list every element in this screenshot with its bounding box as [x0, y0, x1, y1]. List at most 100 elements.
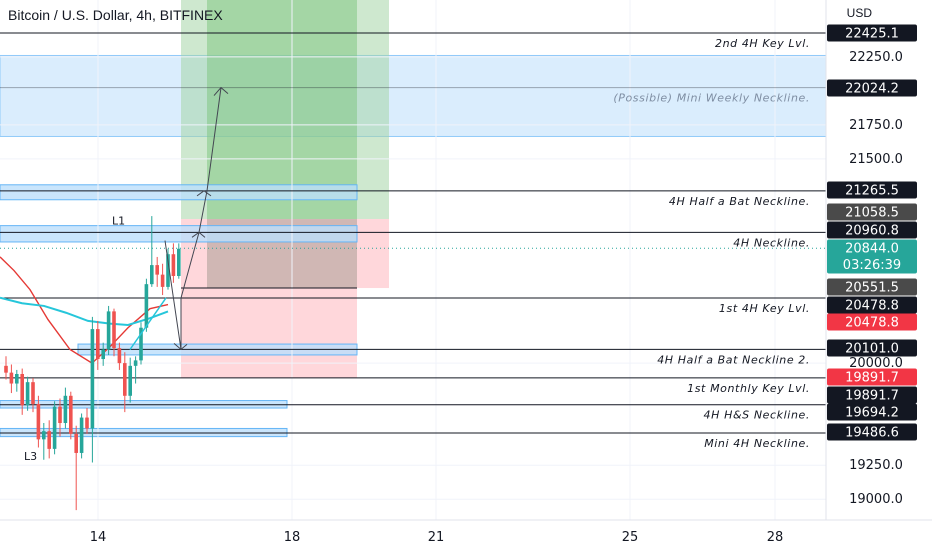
price-tag — [827, 221, 917, 239]
candle-body — [101, 349, 105, 360]
price-tick-label: 19250.0 — [849, 458, 903, 473]
candle-body — [9, 372, 14, 384]
price-tag-label: 20844.0 — [845, 242, 899, 257]
price-tag-label: 19694.2 — [845, 406, 899, 421]
time-tick-label: 28 — [767, 530, 784, 545]
weekly-neckline-zone — [0, 54, 827, 137]
candle-body — [123, 363, 127, 396]
price-tag — [827, 368, 917, 386]
candle-body — [74, 433, 78, 453]
key-level-label: 2nd 4H Key Lvl. — [715, 37, 810, 50]
price-tick-label: 19000.0 — [849, 492, 903, 507]
price-tag — [827, 339, 917, 357]
candle-body — [47, 431, 51, 449]
price-tag — [827, 181, 917, 199]
key-level-label: Mini 4H Neckline. — [704, 437, 810, 450]
half-bat-zone — [0, 184, 358, 201]
price-tag — [827, 423, 917, 441]
price-tick-label: 21750.0 — [849, 118, 903, 133]
neckline-zone — [0, 225, 358, 243]
ema-slow-line — [0, 296, 169, 327]
price-tag-label: 22024.2 — [845, 82, 899, 97]
candle-body — [31, 382, 35, 404]
arrow-head-icon — [213, 86, 229, 96]
countdown-label: 03:26:39 — [843, 258, 901, 273]
price-tag — [827, 24, 917, 42]
price-tick-label: 20000.0 — [849, 356, 903, 371]
long-target-zone-inner — [207, 0, 357, 220]
candle-body — [58, 406, 62, 424]
candle-body — [20, 374, 24, 406]
candle-body — [117, 348, 122, 364]
candle-body — [139, 327, 143, 361]
arrow-head-icon — [173, 342, 188, 351]
price-tag — [827, 313, 917, 331]
price-tag-label: 19891.7 — [845, 371, 899, 386]
trend-line — [129, 297, 167, 350]
currency-label: USD — [846, 6, 872, 20]
ema-fast-line — [0, 256, 169, 364]
candle-body — [155, 265, 159, 275]
time-axis[interactable]: 14 18 21 25 28 — [0, 519, 932, 545]
price-tag — [827, 239, 917, 274]
candle-body — [133, 360, 138, 366]
candle-body — [150, 265, 154, 285]
candles-layer — [4, 216, 181, 511]
key-level-label: 4H Neckline. — [733, 236, 810, 249]
drawings-layer: L1 L3 — [24, 86, 229, 463]
candle-body — [144, 284, 149, 328]
time-tick-label: 14 — [90, 530, 107, 545]
price-axis[interactable]: 22250.0 21750.0 21500.0 20000.0 19250.0 19000… — [825, 0, 917, 520]
time-tick-label: 21 — [428, 530, 445, 545]
arrow-head-icon — [191, 231, 206, 238]
chart-title: Bitcoin / U.S. Dollar, 4h, BITFINEX — [8, 7, 223, 23]
key-level-label: 1st Monthly Key Lvl. — [687, 382, 810, 395]
candle-body — [90, 329, 95, 429]
stop-zone-lower — [181, 288, 357, 378]
candle-body — [96, 329, 100, 360]
price-tag-label: 20960.8 — [845, 224, 899, 239]
price-tag-label: 21265.5 — [845, 184, 899, 199]
price-tag — [827, 403, 917, 421]
candle-body — [63, 395, 68, 424]
key-level-label: 4H Half a Bat Neckline. — [669, 195, 810, 208]
candle-body — [128, 365, 132, 396]
price-tag-label: 19486.6 — [845, 426, 899, 441]
arrow-head-icon — [196, 190, 212, 197]
moving-averages-layer — [0, 256, 169, 364]
candle-body — [36, 403, 41, 440]
projection-path — [164, 87, 222, 350]
annotation-label: L3 — [24, 450, 37, 463]
levels-layer — [0, 32, 826, 434]
price-tag — [827, 386, 917, 404]
candle-body — [160, 274, 165, 287]
annotation-label: L1 — [112, 214, 125, 227]
price-tag-label: 20478.8 — [845, 299, 899, 314]
key-level-label: 4H H&S Neckline. — [704, 409, 810, 422]
price-tag-label: 19891.7 — [845, 389, 899, 404]
candle-body — [112, 311, 116, 349]
candle-body — [106, 311, 111, 350]
candle-body — [25, 382, 30, 406]
candle-body — [177, 248, 181, 276]
candle-body — [69, 395, 73, 434]
candle-body — [15, 374, 19, 384]
time-tick-label: 18 — [284, 530, 301, 545]
candle-body — [52, 406, 57, 449]
level-labels-layer: 2nd 4H Key Lvl. (Possible) Mini Weekly Ne… — [613, 37, 810, 450]
key-level-label: (Possible) Mini Weekly Neckline. — [613, 92, 810, 105]
price-tag — [827, 203, 917, 221]
price-tag-label: 20478.8 — [845, 316, 899, 331]
price-tick-label: 21500.0 — [849, 152, 903, 167]
price-tag — [827, 296, 917, 314]
candle-body — [4, 365, 8, 373]
candle-body — [85, 417, 89, 429]
key-level-label: 1st 4H Key Lvl. — [719, 302, 810, 315]
key-level-label: 4H Half a Bat Neckline 2. — [657, 353, 810, 366]
price-tag — [827, 79, 917, 97]
candle-body — [79, 417, 84, 453]
candle-body — [171, 254, 176, 276]
candle-body — [42, 431, 46, 440]
price-tag-label: 20101.0 — [845, 342, 899, 357]
